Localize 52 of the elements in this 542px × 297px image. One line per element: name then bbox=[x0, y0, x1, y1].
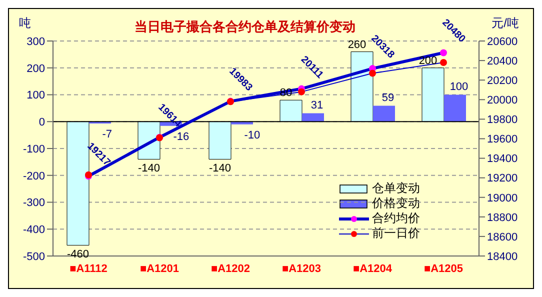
y2-tick-label: 19800 bbox=[487, 114, 518, 126]
y-tick-label: -500 bbox=[22, 250, 45, 263]
y2-tick-label: 20600 bbox=[487, 36, 518, 48]
y-tick-label: 100 bbox=[26, 90, 45, 102]
y2-tick-label: 19200 bbox=[487, 172, 518, 185]
y2-tick-label: 18800 bbox=[487, 212, 518, 224]
data-label: -7 bbox=[102, 128, 112, 141]
x-tick-label: ■A1201 bbox=[140, 262, 180, 275]
data-label: 200 bbox=[418, 54, 438, 67]
data-label: 31 bbox=[310, 99, 324, 112]
y2-tick-label: 20000 bbox=[487, 94, 518, 107]
bar bbox=[231, 122, 253, 124]
x-tick-label: ■A1203 bbox=[282, 262, 322, 275]
y-tick-label: 300 bbox=[26, 36, 45, 48]
data-label: 59 bbox=[382, 92, 394, 104]
y2-tick-label: 20200 bbox=[487, 74, 518, 87]
y-tick-label: -400 bbox=[22, 224, 45, 236]
y-tick-label: 0 bbox=[38, 116, 45, 129]
point bbox=[298, 88, 305, 96]
data-label: -140 bbox=[138, 162, 160, 174]
chart-title: 当日电子撮合各合约仓单及结算价变动 bbox=[134, 19, 356, 34]
y2-tick-label: 18600 bbox=[487, 231, 518, 244]
data-label: -10 bbox=[244, 129, 260, 142]
y2-tick-label: 20400 bbox=[487, 55, 518, 68]
point bbox=[440, 49, 447, 56]
y2-tick-label: 18400 bbox=[487, 250, 518, 263]
y2-axis-title: 元/吨 bbox=[492, 15, 519, 32]
y-tick-label: -300 bbox=[22, 197, 45, 210]
bar bbox=[444, 94, 466, 122]
x-tick-label: ■A1205 bbox=[424, 262, 464, 275]
x-tick-label: ■A1112 bbox=[70, 262, 108, 275]
legend-label: 价格变动 bbox=[372, 196, 420, 211]
x-tick-label: ■A1204 bbox=[352, 262, 393, 275]
data-label: -140 bbox=[208, 162, 232, 174]
data-label: 100 bbox=[450, 80, 468, 93]
legend-label: 合约均价 bbox=[372, 211, 420, 226]
y2-tick-label: 19000 bbox=[487, 192, 518, 204]
point bbox=[369, 70, 376, 77]
y-tick-label: 200 bbox=[26, 62, 45, 75]
x-tick-label: ■A1202 bbox=[210, 262, 250, 275]
point bbox=[440, 59, 447, 66]
legend-label: 仓单变动 bbox=[372, 181, 420, 196]
y-tick-label: -100 bbox=[22, 143, 45, 156]
bar bbox=[373, 106, 395, 122]
data-label: -16 bbox=[173, 130, 190, 143]
bar bbox=[302, 113, 324, 122]
y-axis-title: 吨 bbox=[19, 15, 31, 32]
y2-tick-label: 19600 bbox=[487, 134, 518, 146]
y2-tick-label: 19400 bbox=[487, 153, 518, 166]
data-label: 260 bbox=[348, 38, 366, 51]
y-tick-label: -200 bbox=[22, 170, 45, 182]
legend-label: 前一日价 bbox=[372, 226, 420, 241]
